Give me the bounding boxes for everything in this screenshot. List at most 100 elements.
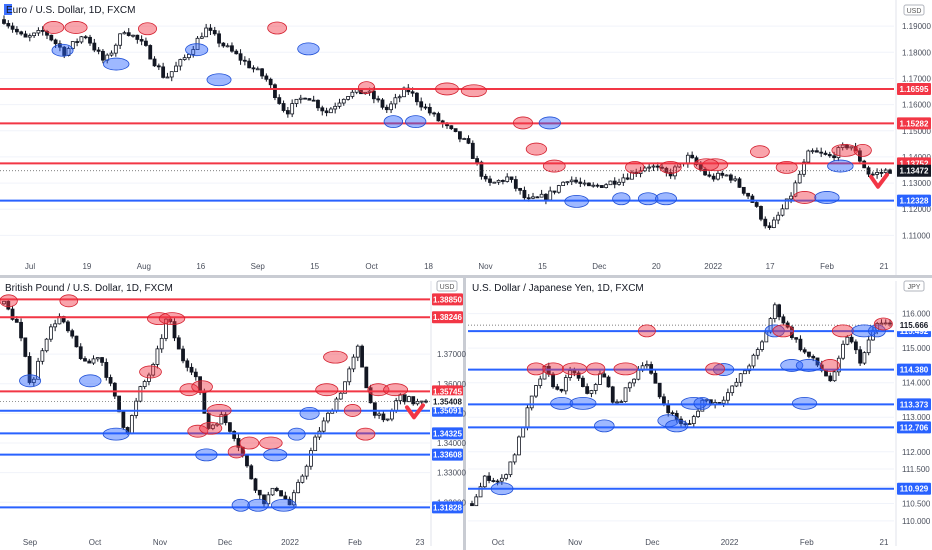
candle-body bbox=[351, 356, 356, 370]
resistance-oval bbox=[187, 424, 209, 438]
candle-body bbox=[281, 103, 286, 111]
candle-body bbox=[513, 179, 518, 189]
candle-body bbox=[734, 381, 739, 387]
candle-body bbox=[36, 360, 41, 380]
candle-body bbox=[883, 169, 888, 173]
candle-body bbox=[711, 175, 716, 180]
candle-body bbox=[270, 487, 275, 496]
level-tag-label: 115.492 bbox=[900, 327, 929, 336]
candle-body bbox=[121, 411, 126, 428]
candle-body bbox=[410, 91, 415, 94]
x-tick-label: 23 bbox=[416, 538, 425, 547]
candle-body bbox=[853, 341, 858, 351]
candle-body bbox=[819, 151, 824, 154]
currency-label: USD bbox=[440, 284, 455, 291]
candle-body bbox=[364, 366, 369, 389]
x-tick-label: 19 bbox=[82, 262, 91, 271]
x-tick-label: Dec bbox=[592, 262, 606, 271]
candle-body bbox=[316, 99, 320, 109]
candle-body bbox=[15, 28, 19, 33]
candles bbox=[470, 302, 892, 507]
candle-body bbox=[849, 336, 854, 343]
resistance-oval bbox=[199, 421, 223, 435]
candle-body bbox=[599, 185, 604, 188]
candle-body bbox=[294, 98, 299, 104]
candle-body bbox=[79, 36, 84, 43]
last-price-label: 115.666 bbox=[900, 321, 929, 330]
candle-body bbox=[673, 166, 677, 177]
x-tick-label: 21 bbox=[880, 262, 889, 271]
y-tick-label: 111.500 bbox=[902, 465, 930, 474]
candle-body bbox=[210, 424, 215, 429]
resistance-oval bbox=[586, 362, 606, 376]
candle-body bbox=[230, 45, 234, 52]
candle-body bbox=[326, 412, 330, 422]
candle-body bbox=[883, 322, 888, 325]
x-tick-label: Aug bbox=[137, 262, 151, 271]
currency-badge bbox=[903, 280, 925, 292]
level-tag bbox=[432, 427, 463, 440]
candle-body bbox=[368, 387, 373, 404]
candle-body bbox=[827, 154, 832, 157]
candle-body bbox=[604, 184, 609, 188]
candle-body bbox=[491, 480, 496, 482]
resistance-oval bbox=[315, 383, 339, 397]
candle-body bbox=[247, 60, 252, 69]
candle-body bbox=[19, 321, 23, 339]
y-tick-label: 112.000 bbox=[902, 448, 931, 457]
support-oval bbox=[297, 42, 320, 56]
candle-body bbox=[478, 486, 483, 498]
candle-body bbox=[488, 178, 492, 183]
candle-body bbox=[355, 345, 360, 358]
resistance-oval bbox=[561, 362, 588, 376]
annotation-ovals bbox=[0, 294, 409, 512]
candle-body bbox=[142, 381, 147, 388]
candle-body bbox=[721, 399, 726, 404]
x-tick-label: Nov bbox=[478, 262, 492, 271]
candle-body bbox=[726, 392, 730, 401]
resistance-oval bbox=[355, 427, 376, 441]
candle-body bbox=[832, 155, 836, 159]
candle-body bbox=[199, 36, 204, 39]
currency-label: USD bbox=[907, 8, 922, 15]
candle-body bbox=[321, 420, 326, 432]
support-oval bbox=[665, 419, 689, 433]
candle-body bbox=[402, 394, 407, 403]
candle-body bbox=[703, 168, 707, 176]
candle-body bbox=[367, 90, 372, 93]
support-oval bbox=[550, 397, 574, 410]
candle-body bbox=[31, 378, 36, 383]
candle-body bbox=[720, 172, 725, 176]
candle-body bbox=[223, 414, 228, 424]
candle-body bbox=[53, 39, 58, 45]
candle-body bbox=[781, 316, 786, 324]
candle-body bbox=[632, 378, 636, 384]
currency-label: JPY bbox=[908, 284, 921, 291]
x-tick-label: 18 bbox=[424, 262, 433, 271]
y-tick-label: 1.12000 bbox=[902, 205, 931, 214]
candle-body bbox=[112, 382, 117, 397]
candle-body bbox=[215, 423, 220, 426]
candle-body bbox=[189, 366, 194, 373]
candle-body bbox=[338, 392, 343, 400]
candle-body bbox=[156, 65, 161, 68]
candle-body bbox=[811, 355, 816, 359]
candle-body bbox=[108, 377, 113, 384]
candle-body bbox=[343, 381, 347, 394]
resistance-oval bbox=[0, 294, 18, 308]
candle-body bbox=[19, 31, 24, 35]
candle-body bbox=[879, 172, 884, 174]
candle-body bbox=[380, 99, 385, 108]
resistance-oval bbox=[637, 324, 656, 338]
candle-body bbox=[499, 477, 504, 482]
candle-body bbox=[232, 430, 237, 439]
candle-body bbox=[62, 46, 67, 56]
candle-body bbox=[291, 492, 296, 506]
resistance-oval bbox=[705, 362, 725, 376]
candle-body bbox=[304, 465, 309, 477]
resistance-oval bbox=[542, 362, 564, 376]
candle-body bbox=[802, 349, 807, 353]
candle-body bbox=[522, 189, 527, 199]
candle-body bbox=[612, 180, 617, 185]
candle-body bbox=[245, 455, 249, 467]
